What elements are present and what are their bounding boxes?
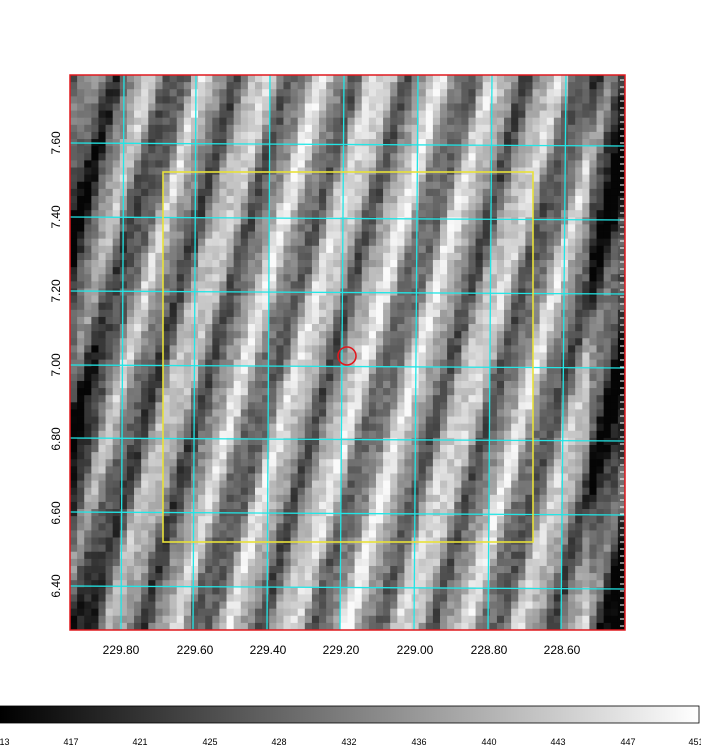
colorbar-tick-label: 417	[63, 737, 78, 747]
x-tick-label: 229.00	[397, 643, 434, 657]
colorbar-tick-label: 451	[688, 737, 701, 747]
image-frame	[69, 74, 626, 631]
colorbar-tick-label: 413	[0, 737, 10, 747]
target-marker	[337, 346, 357, 366]
frame-ticks	[620, 79, 624, 627]
ra-grid-line-229-80	[120, 75, 125, 630]
x-axis-labels: 229.80 229.60 229.40 229.20 229.00 228.8…	[103, 643, 581, 657]
colorbar-tick-label: 432	[341, 737, 356, 747]
colorbar-tick-label: 440	[481, 737, 496, 747]
colorbar-gradient	[0, 705, 700, 724]
x-tick-label: 228.60	[544, 643, 581, 657]
grayscale-image	[70, 75, 625, 630]
x-tick-label: 229.40	[250, 643, 287, 657]
colorbar: 413 417 421 425 428 432 436 440 443 447 …	[0, 705, 701, 747]
y-tick-label: 7.40	[49, 205, 63, 229]
ra-grid-line-229-00	[413, 75, 419, 630]
colorbar-tick-label: 443	[550, 737, 565, 747]
y-tick-label: 7.60	[49, 131, 63, 155]
y-tick-label: 6.60	[49, 501, 63, 525]
colorbar-tick-label: 436	[411, 737, 426, 747]
ra-grid-line-229-20	[339, 75, 345, 630]
colorbar-tick-label: 425	[202, 737, 217, 747]
y-tick-label: 6.80	[49, 427, 63, 451]
y-axis-labels: 7.60 7.40 7.20 7.00 6.80 6.60 6.40	[49, 131, 63, 598]
region-box	[162, 171, 534, 543]
colorbar-tick-label: 421	[132, 737, 147, 747]
x-tick-label: 229.80	[103, 643, 140, 657]
ra-grid-line-228-80	[487, 75, 493, 630]
ra-grid-line-229-40	[266, 75, 271, 630]
colorbar-tick-label: 447	[620, 737, 635, 747]
dec-grid-line-6-40	[70, 585, 625, 590]
ra-grid-line-229-60	[192, 75, 197, 630]
y-tick-label: 7.20	[49, 279, 63, 303]
ra-grid-line-228-60	[560, 75, 567, 630]
x-tick-label: 229.20	[323, 643, 360, 657]
y-tick-label: 7.00	[49, 353, 63, 377]
x-tick-label: 229.60	[177, 643, 214, 657]
coordinate-grid	[70, 75, 625, 630]
y-tick-label: 6.40	[49, 574, 63, 598]
dec-grid-line-7-60	[70, 142, 625, 147]
colorbar-tick-label: 428	[271, 737, 286, 747]
x-tick-label: 228.80	[471, 643, 508, 657]
